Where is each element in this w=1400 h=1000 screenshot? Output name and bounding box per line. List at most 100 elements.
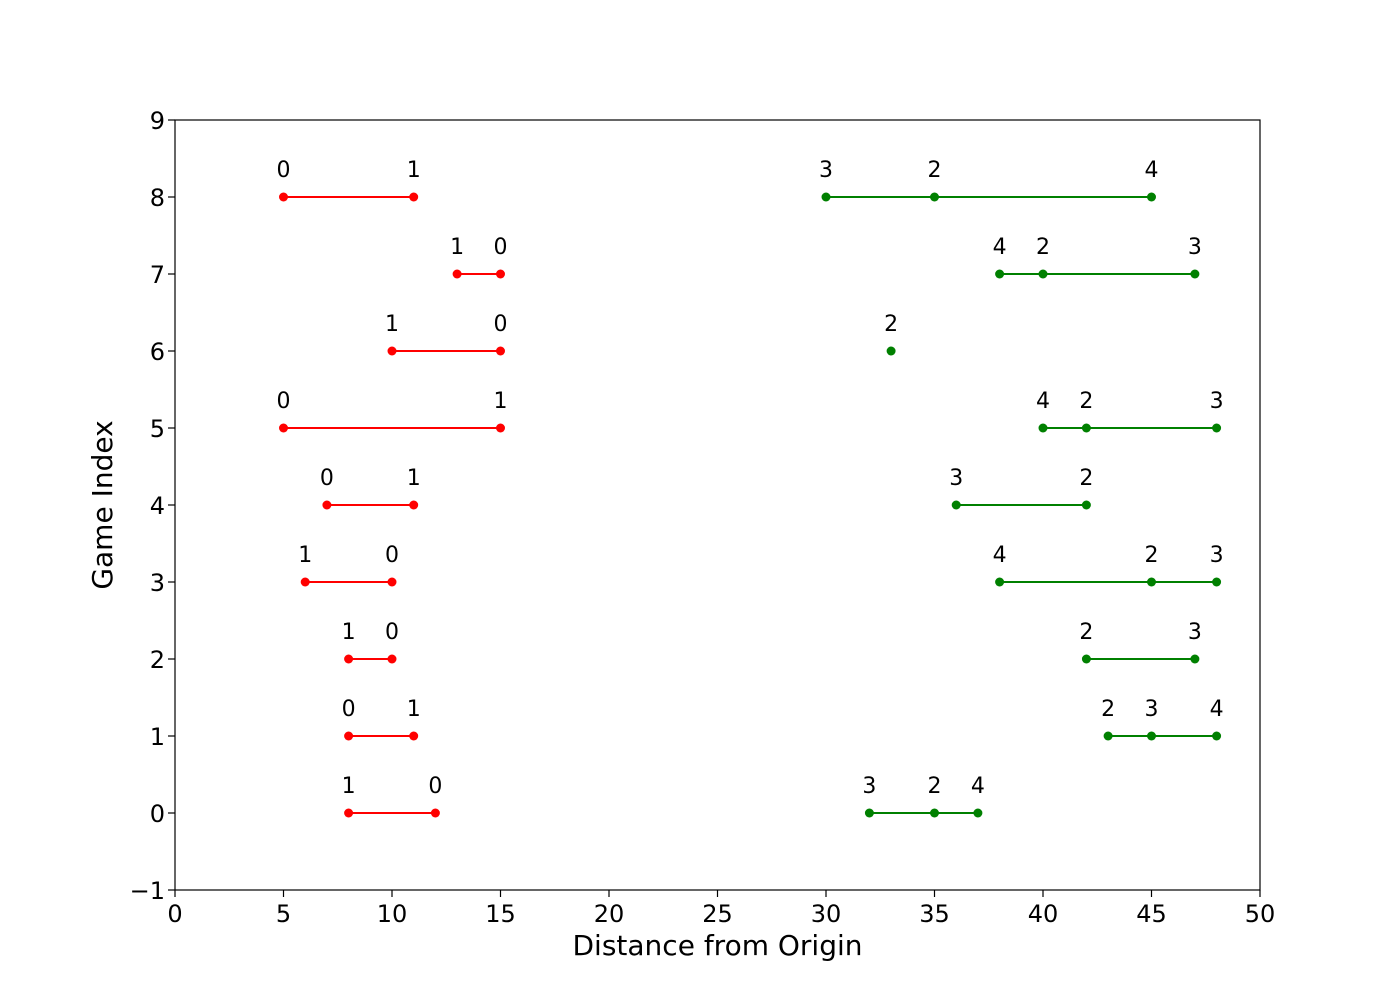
green-point-label: 2: [928, 158, 942, 183]
red-point: [300, 577, 310, 587]
x-tick-label: 35: [919, 900, 950, 928]
y-tick-label: 9: [150, 107, 165, 135]
game-row-7: 1 0 4 2 3: [450, 235, 1202, 279]
red-point-label: 0: [428, 774, 442, 799]
green-point-label: 4: [993, 235, 1007, 260]
green-point: [1081, 654, 1091, 664]
red-point: [496, 423, 505, 433]
green-point-label: 2: [1079, 389, 1093, 414]
y-tick-label: 1: [150, 723, 165, 751]
x-axis: 0 5 10 15 20 25 30 35 40 45 50: [167, 890, 1275, 928]
y-tick-label: 0: [150, 800, 165, 828]
x-tick-label: 20: [594, 900, 625, 928]
red-point: [409, 192, 419, 202]
red-point: [452, 269, 462, 279]
game-row-8: 0 1 3 2 4: [277, 158, 1159, 202]
red-point: [344, 654, 354, 664]
green-point-label: 2: [1079, 466, 1093, 491]
green-point-label: 4: [1145, 158, 1159, 183]
y-axis: −1 0 1 2 3 4 5 6 7 8 9: [130, 107, 175, 905]
game-row-2: 1 0 2 3: [342, 620, 1202, 664]
green-point-label: 3: [949, 466, 963, 491]
red-point: [344, 808, 354, 818]
red-point: [344, 731, 354, 741]
green-point: [951, 500, 961, 510]
red-point-label: 1: [342, 620, 356, 645]
red-point: [322, 500, 332, 510]
red-point-label: 1: [494, 389, 508, 414]
red-point-label: 0: [277, 158, 291, 183]
red-point: [387, 654, 397, 664]
green-point: [1081, 423, 1091, 433]
red-point-label: 1: [407, 697, 421, 722]
green-point: [1190, 269, 1200, 279]
red-point: [496, 346, 505, 356]
green-point: [930, 808, 939, 818]
green-point: [1147, 192, 1156, 202]
red-point-label: 0: [494, 235, 508, 260]
green-point: [1147, 577, 1156, 587]
green-point-label: 2: [884, 312, 898, 337]
x-tick-label: 10: [377, 900, 408, 928]
green-point-label: 2: [1079, 620, 1093, 645]
game-row-5: 0 1 4 2 3: [277, 389, 1224, 433]
green-point: [1147, 731, 1156, 741]
green-point-label: 4: [1036, 389, 1050, 414]
red-point-label: 1: [407, 466, 421, 491]
green-point: [1103, 731, 1113, 741]
game-row-4: 0 1 3 2: [320, 466, 1093, 510]
red-point-label: 0: [385, 543, 399, 568]
x-tick-label: 15: [485, 900, 516, 928]
x-tick-label: 30: [811, 900, 842, 928]
red-point: [409, 731, 419, 741]
green-point: [930, 192, 939, 202]
green-point-label: 4: [971, 774, 985, 799]
game-row-0: 1 0 3 2 4: [342, 774, 985, 818]
green-point-label: 3: [1210, 389, 1224, 414]
red-point: [409, 500, 419, 510]
green-point-label: 2: [928, 774, 942, 799]
red-point: [387, 577, 397, 587]
series-layer: 1 0 3 2 4 0 1 2 3 4 1 0 2 3 1 0 4 2 3 0 1 3 2 0 1 4 2 3 1 0 2 1 0 4 2 3 0 1 3 2…: [277, 158, 1224, 818]
y-tick-label: 3: [150, 569, 165, 597]
red-point: [430, 808, 440, 818]
red-point-label: 0: [494, 312, 508, 337]
green-point: [1212, 577, 1222, 587]
y-tick-label: 4: [150, 492, 165, 520]
red-point: [496, 269, 505, 279]
green-point: [1212, 423, 1222, 433]
green-point-label: 3: [1188, 235, 1202, 260]
x-tick-label: 40: [1028, 900, 1059, 928]
y-tick-label: 6: [150, 338, 165, 366]
green-point: [973, 808, 983, 818]
red-point: [279, 192, 288, 202]
red-point-label: 0: [342, 697, 356, 722]
y-tick-label: −1: [130, 877, 165, 905]
x-tick-label: 5: [276, 900, 291, 928]
green-point: [864, 808, 874, 818]
x-tick-label: 45: [1136, 900, 1167, 928]
red-point-label: 1: [450, 235, 464, 260]
green-point-label: 2: [1036, 235, 1050, 260]
green-point: [886, 346, 896, 356]
green-point-label: 3: [862, 774, 876, 799]
green-point-label: 3: [1145, 697, 1159, 722]
green-point: [995, 269, 1005, 279]
y-axis-title: Game Index: [86, 420, 119, 589]
x-tick-label: 50: [1245, 900, 1276, 928]
red-point-label: 1: [342, 774, 356, 799]
red-point-label: 0: [385, 620, 399, 645]
y-tick-label: 8: [150, 184, 165, 212]
y-tick-label: 7: [150, 261, 165, 289]
green-point-label: 2: [1101, 697, 1115, 722]
game-row-6: 1 0 2: [385, 312, 898, 356]
red-point-label: 1: [298, 543, 312, 568]
green-point: [995, 577, 1005, 587]
green-point-label: 2: [1145, 543, 1159, 568]
game-row-1: 0 1 2 3 4: [342, 697, 1224, 741]
red-point: [387, 346, 397, 356]
red-point-label: 0: [277, 389, 291, 414]
green-point: [1190, 654, 1200, 664]
red-point-label: 0: [320, 466, 334, 491]
